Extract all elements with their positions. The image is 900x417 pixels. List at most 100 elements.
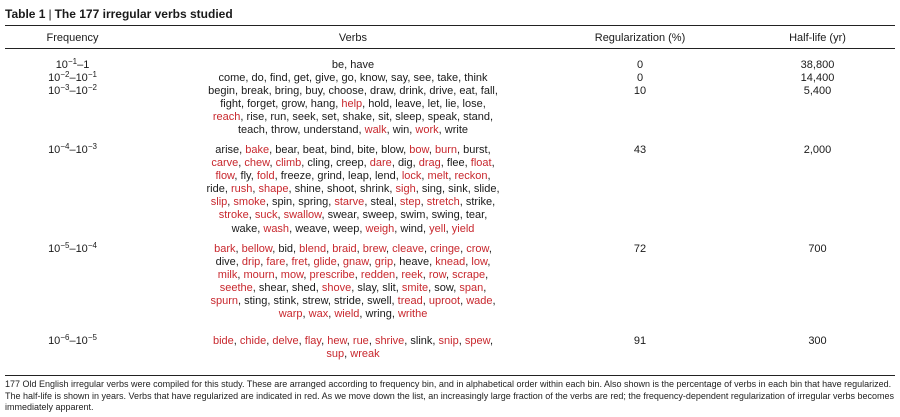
verb: wind	[400, 222, 424, 235]
verb-regularized: weigh	[365, 222, 395, 235]
table-footnote: 177 Old English irregular verbs were com…	[5, 379, 894, 412]
header-frequency: Frequency	[46, 32, 99, 44]
header-half-life: Half-life (yr)	[789, 32, 846, 44]
frequency-from-exponent: −2	[60, 70, 70, 79]
verb-regularized: wade	[466, 295, 493, 308]
regularization-cell: 91	[633, 335, 647, 347]
verb-regularized: suck	[254, 209, 278, 222]
verb-line: warp, wax, wield, wring, writhe	[278, 308, 428, 321]
verb-line: ride, rush, shape, shine, shoot, shrink,…	[206, 183, 500, 196]
verb: strew	[302, 295, 328, 308]
verb-regularized: slip	[210, 196, 228, 209]
frequency-cell: 10−2–10−1	[5, 70, 140, 85]
verb: set	[321, 111, 337, 124]
frequency-cell: 10−1–1	[5, 58, 140, 72]
verb-regularized: seethe	[219, 282, 253, 295]
frequency-range-dash: –	[77, 59, 84, 71]
verb: grind	[317, 170, 342, 183]
frequency-range-dash: –	[69, 85, 76, 97]
verb: steal	[370, 196, 394, 209]
verbs-cell: come, do, find, get, give, go, know, say…	[180, 72, 526, 85]
verb-regularized: bark	[214, 243, 236, 255]
verb: find	[269, 72, 288, 84]
verbs-cell: arise, bake, bear, beat, bind, bite, blo…	[180, 144, 526, 236]
verb: lend	[374, 170, 396, 183]
verb-regularized: wax	[308, 308, 329, 321]
verb-regularized: crow	[466, 243, 489, 255]
verb: fly	[240, 170, 251, 183]
verb: freeze	[280, 170, 312, 183]
verb-regularized: hew	[327, 335, 347, 347]
verb-line: sup, wreak	[326, 348, 380, 361]
verb-regularized: uproot	[428, 295, 461, 308]
frequency-to-exponent: −5	[87, 333, 97, 342]
verb: speak	[427, 111, 457, 124]
half-life-cell: 700	[808, 243, 827, 255]
verb: get	[293, 72, 310, 84]
frequency-from-base: 10	[48, 335, 61, 347]
verb: teach	[237, 124, 265, 137]
verb-regularized: rush	[230, 183, 253, 196]
verb: grow	[281, 98, 305, 111]
verb-regularized: scrape	[452, 269, 486, 282]
frequency-range-dash: –	[69, 243, 76, 255]
regularization-cell: 0	[636, 72, 644, 84]
verb: leave	[395, 98, 422, 111]
verb: bind	[330, 144, 352, 156]
verbs-cell: bide, chide, delve, flay, hew, rue, shri…	[180, 335, 526, 361]
verb: lie	[445, 98, 457, 111]
verb: sit	[378, 111, 390, 124]
verb-regularized: cringe	[430, 243, 461, 255]
verb-regularized: writhe	[397, 308, 428, 321]
verb: slit	[382, 282, 396, 295]
verbs-cell: be, have	[180, 59, 526, 72]
verb-regularized: yell	[429, 222, 446, 235]
verb-line: arise, bake, bear, beat, bind, bite, blo…	[215, 144, 491, 156]
verb-regularized: burn	[435, 144, 458, 156]
top-rule	[5, 25, 895, 26]
verb-regularized: fare	[266, 256, 286, 269]
caption-separator: |	[48, 7, 52, 21]
half-life-cell: 2,000	[803, 144, 832, 156]
verb: weave	[295, 222, 327, 235]
verb-regularized: starve	[334, 196, 365, 209]
frequency-to-exponent: −1	[87, 70, 97, 79]
half-life-cell: 14,400	[800, 72, 835, 84]
verb-regularized: shrive	[374, 335, 405, 347]
verbs-cell: bark, bellow, bid, blend, braid, brew, c…	[180, 243, 526, 322]
verb: swear	[327, 209, 357, 222]
frequency-cell: 10−6–10−5	[5, 333, 140, 348]
verb: shoot	[327, 183, 354, 196]
verb-regularized: tread	[397, 295, 423, 308]
verb-line: spurn, sting, stink, strew, stride, swel…	[210, 295, 496, 308]
verb-regularized: work	[415, 124, 439, 137]
verb: buy	[305, 85, 323, 97]
table-caption: Table 1 | The 177 irregular verbs studied	[5, 7, 233, 21]
regularization-cell: 72	[633, 243, 647, 255]
frequency-from-base: 10	[48, 72, 61, 84]
verb: let	[427, 98, 440, 111]
verb-line: stroke, suck, swallow, swear, sweep, swi…	[218, 209, 488, 222]
frequency-to-base: 10	[75, 85, 88, 97]
verb-regularized: bellow	[241, 243, 273, 255]
verb: heave	[399, 256, 430, 269]
verb: shed	[291, 282, 316, 295]
verb-regularized: bide	[213, 335, 234, 347]
verb-regularized: yield	[451, 222, 475, 235]
verb: sleep	[395, 111, 422, 124]
verb-line: slip, smoke, spin, spring, starve, steal…	[210, 196, 496, 209]
verb-regularized: swallow	[283, 209, 322, 222]
half-life-cell: 300	[808, 335, 827, 347]
verb-regularized: melt	[427, 170, 449, 183]
verb: sting	[244, 295, 268, 308]
verb-regularized: shape	[258, 183, 289, 196]
verb-regularized: low	[471, 256, 488, 269]
verb-regularized: redden	[360, 269, 396, 282]
verb-regularized: blend	[299, 243, 327, 255]
verb-line: be, have	[331, 59, 375, 71]
verb: hold	[368, 98, 390, 111]
frequency-range-dash: –	[69, 72, 76, 84]
verb-regularized: step	[399, 196, 421, 209]
verb-regularized: chide	[239, 335, 267, 347]
verb-regularized: float	[470, 157, 492, 170]
